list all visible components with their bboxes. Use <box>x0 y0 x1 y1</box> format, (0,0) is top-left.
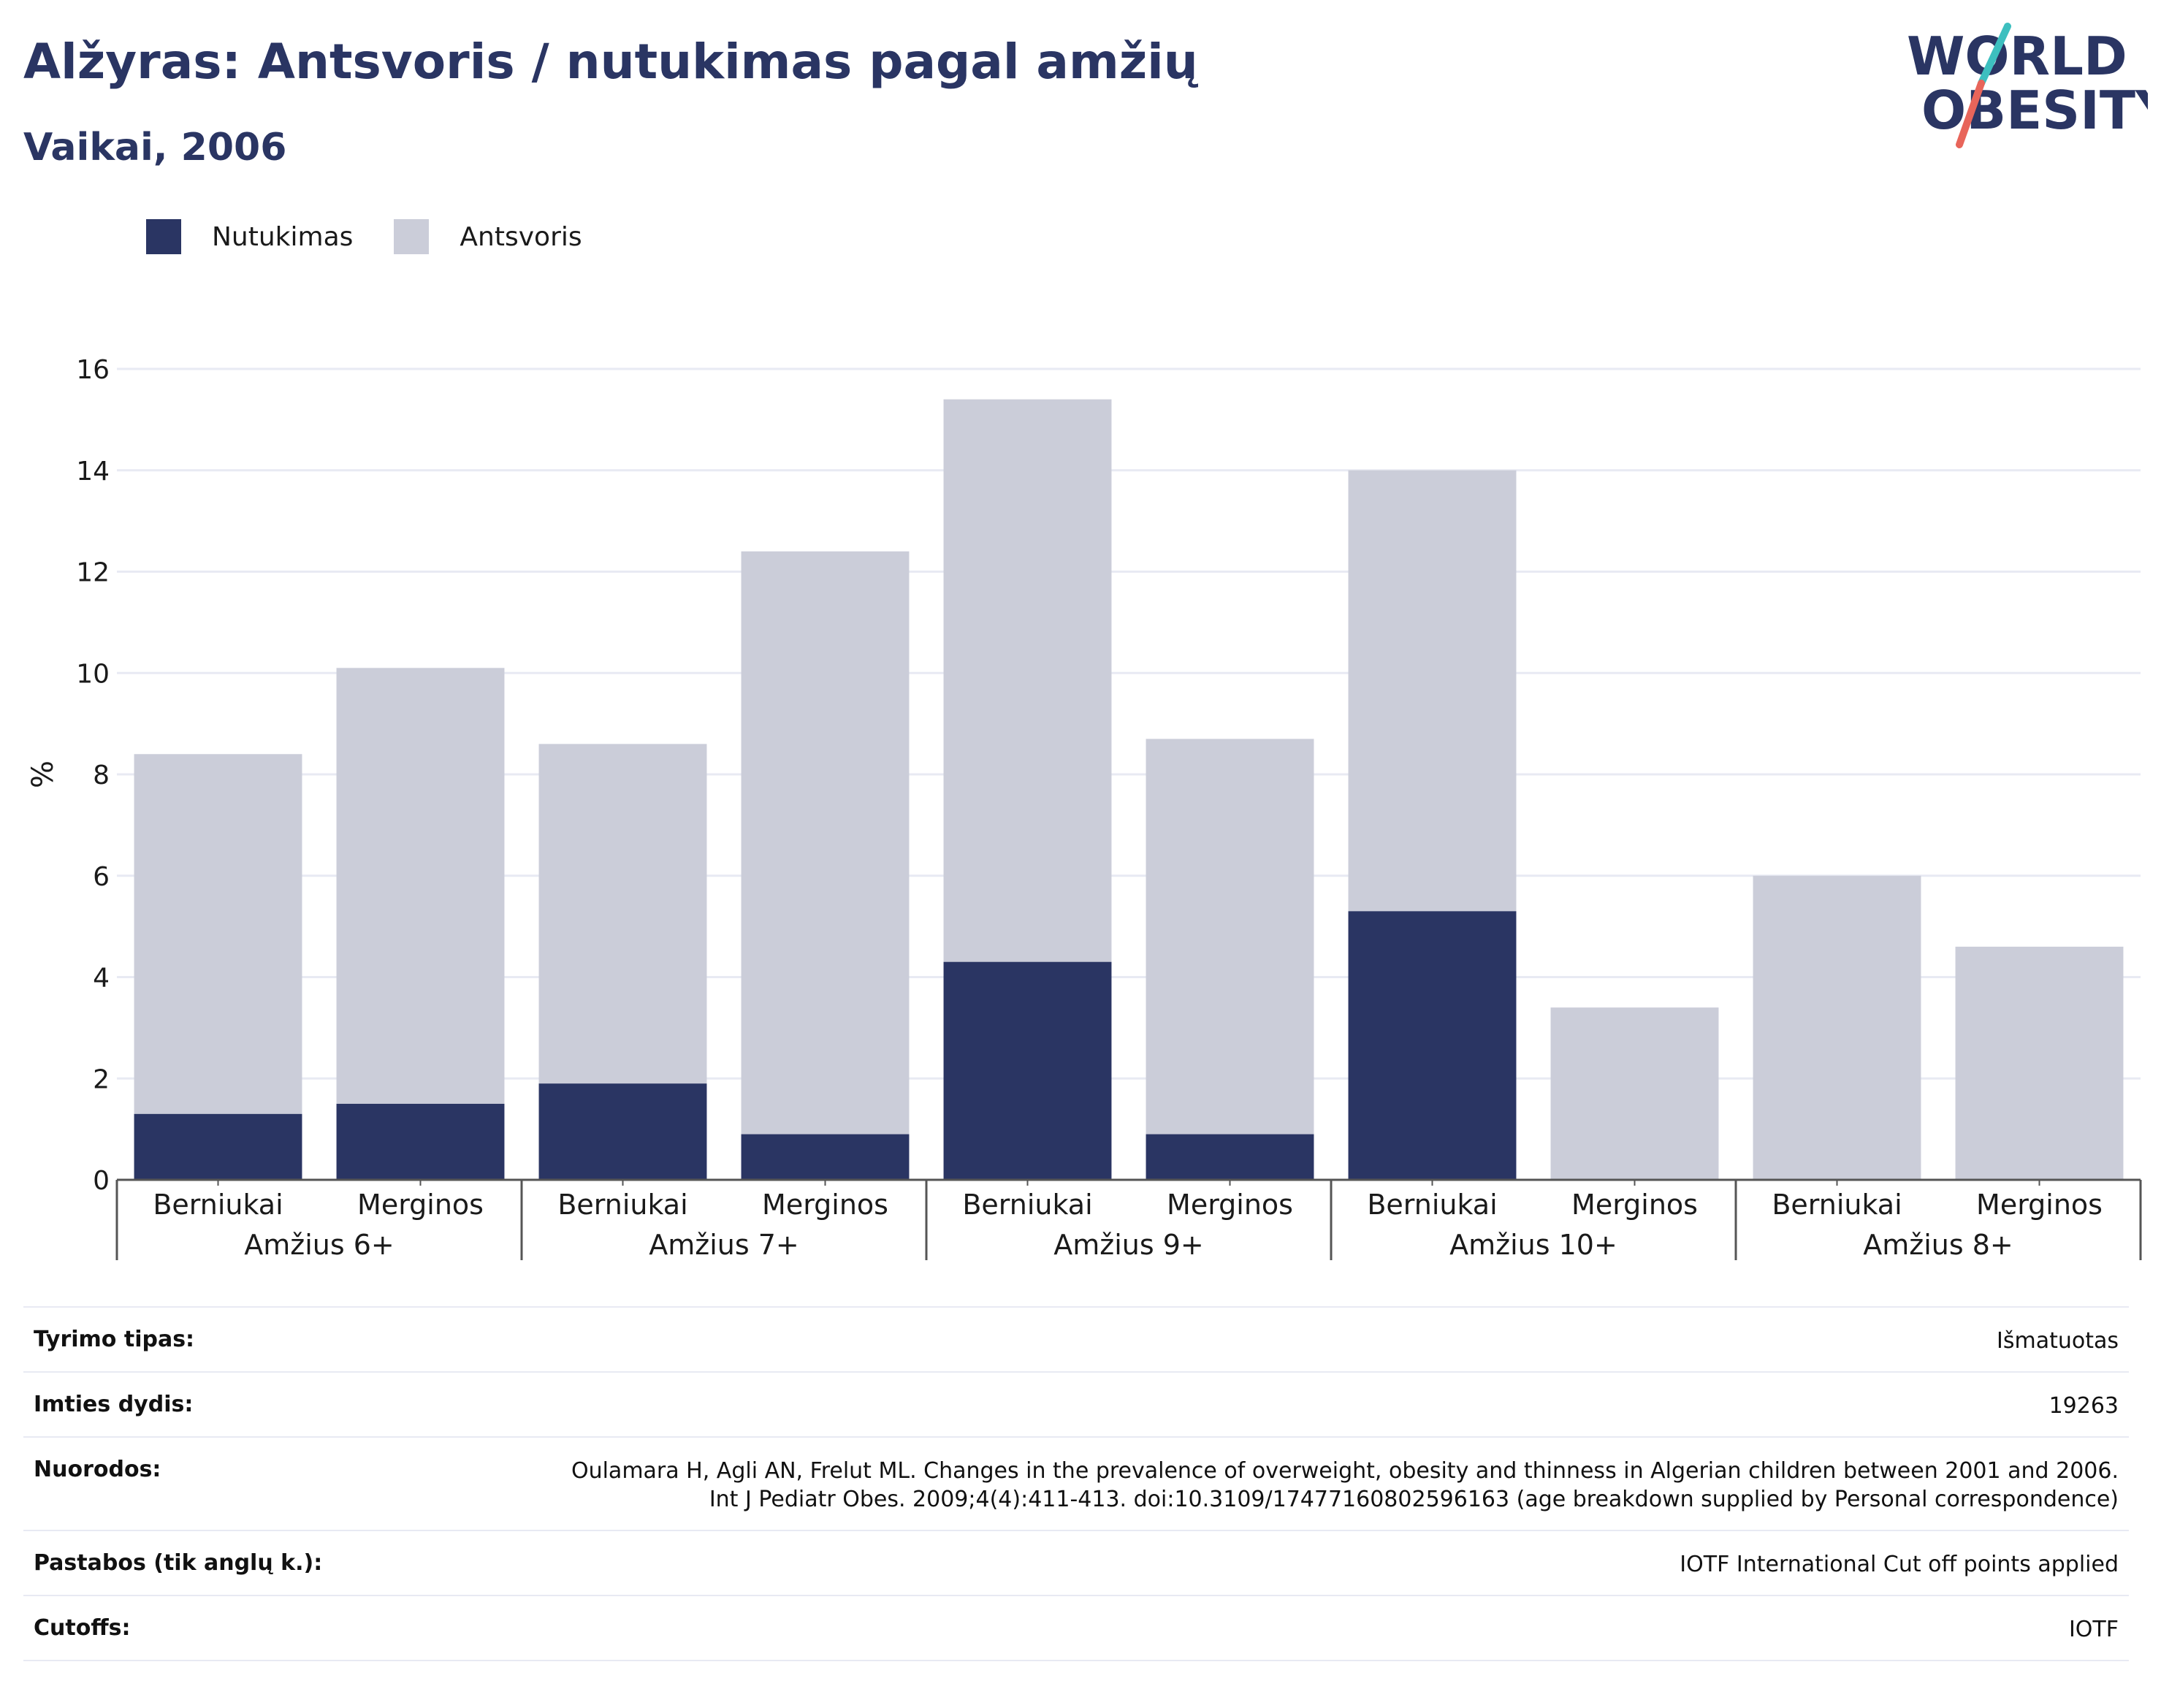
y-tick-label: 14 <box>76 457 110 487</box>
bar-antsvoris <box>538 744 707 1084</box>
logo-line2: OBESITY <box>1921 80 2148 141</box>
y-tick-label: 10 <box>76 659 110 689</box>
info-value: IOTF <box>2068 1617 2119 1642</box>
bar-nutukimas <box>1348 911 1517 1180</box>
study-info-table: Tyrimo tipas: Išmatuotas Imties dydis: 1… <box>23 1306 2129 1661</box>
chart-title: Alžyras: Antsvoris / nutukimas pagal amž… <box>23 34 1198 90</box>
bar-antsvoris <box>134 754 302 1114</box>
x-tick-label: Merginos <box>1976 1189 2103 1221</box>
info-row-cutoffs: Cutoffs: IOTF <box>23 1595 2129 1661</box>
info-row-notes: Pastabos (tik anglų k.): IOTF Internatio… <box>23 1530 2129 1595</box>
legend-swatch-nutukimas <box>146 219 181 254</box>
info-value: Išmatuotas <box>1997 1328 2119 1354</box>
x-tick-label: Berniukai <box>962 1189 1092 1221</box>
x-tick-label: Berniukai <box>1367 1189 1497 1221</box>
legend-item-antsvoris[interactable]: Antsvoris <box>394 219 582 254</box>
info-value: 19263 <box>2048 1393 2119 1419</box>
info-label: Imties dydis: <box>34 1392 194 1417</box>
info-row-references: Nuorodos: Oulamara H, Agli AN, Frelut ML… <box>23 1436 2129 1530</box>
bar-nutukimas <box>538 1083 707 1180</box>
legend-item-nutukimas[interactable]: Nutukimas <box>146 219 353 254</box>
bar-nutukimas <box>336 1103 505 1180</box>
info-label: Cutoffs: <box>34 1615 131 1641</box>
x-tick-label: Berniukai <box>153 1189 283 1221</box>
x-tick-label: Berniukai <box>1772 1189 1902 1221</box>
bar-nutukimas <box>943 961 1112 1180</box>
group-label: Amžius 7+ <box>649 1229 799 1261</box>
bar-antsvoris <box>336 668 505 1104</box>
info-value: Oulamara H, Agli AN, Frelut ML. Changes … <box>571 1458 2119 1512</box>
group-label: Amžius 8+ <box>1863 1229 2013 1261</box>
legend-label-antsvoris: Antsvoris <box>460 221 582 252</box>
bar-antsvoris <box>1550 1007 1719 1180</box>
y-axis-label: % <box>26 760 60 788</box>
x-tick-label: Merginos <box>357 1189 484 1221</box>
y-tick-label: 4 <box>93 964 110 994</box>
bar-antsvoris <box>1348 470 1517 912</box>
legend: Nutukimas Antsvoris <box>146 216 623 257</box>
x-tick-label: Merginos <box>1571 1189 1698 1221</box>
legend-swatch-antsvoris <box>394 219 430 254</box>
bar-antsvoris <box>741 551 910 1135</box>
logo-line1: WORLD <box>1907 26 2127 87</box>
y-tick-label: 0 <box>93 1166 110 1196</box>
x-tick-label: Merginos <box>762 1189 888 1221</box>
group-label: Amžius 9+ <box>1053 1229 1204 1261</box>
x-tick-label: Merginos <box>1167 1189 1293 1221</box>
chart-subtitle: Vaikai, 2006 <box>23 126 287 169</box>
bar-antsvoris <box>943 399 1112 962</box>
bar-antsvoris <box>1753 875 1921 1180</box>
y-tick-label: 8 <box>93 760 110 790</box>
y-tick-label: 16 <box>76 355 110 385</box>
bar-antsvoris <box>1146 739 1314 1135</box>
bar-nutukimas <box>134 1113 302 1180</box>
bar-antsvoris <box>1955 946 2124 1180</box>
bar-nutukimas <box>1146 1134 1314 1180</box>
x-tick-label: Berniukai <box>557 1189 687 1221</box>
info-label: Nuorodos: <box>34 1457 161 1482</box>
info-label: Tyrimo tipas: <box>34 1327 195 1352</box>
bar-chart: 0 2 4 6 8 10 12 14 16% Berniukai Merginos Berniukai… <box>26 355 2142 1261</box>
group-label: Amžius 10+ <box>1449 1229 1617 1261</box>
info-row-sample-size: Imties dydis: 19263 <box>23 1371 2129 1436</box>
info-value: IOTF International Cut off points applie… <box>1680 1552 2119 1577</box>
y-tick-label: 2 <box>93 1064 110 1094</box>
info-label: Pastabos (tik anglų k.): <box>34 1550 323 1576</box>
group-label: Amžius 6+ <box>244 1229 395 1261</box>
info-row-survey-type: Tyrimo tipas: Išmatuotas <box>23 1306 2129 1371</box>
bar-nutukimas <box>741 1134 910 1180</box>
world-obesity-logo: WORLD OBESITY <box>1907 22 2161 153</box>
y-tick-label: 12 <box>76 558 110 588</box>
y-tick-label: 6 <box>93 862 110 892</box>
legend-label-nutukimas: Nutukimas <box>212 221 354 252</box>
